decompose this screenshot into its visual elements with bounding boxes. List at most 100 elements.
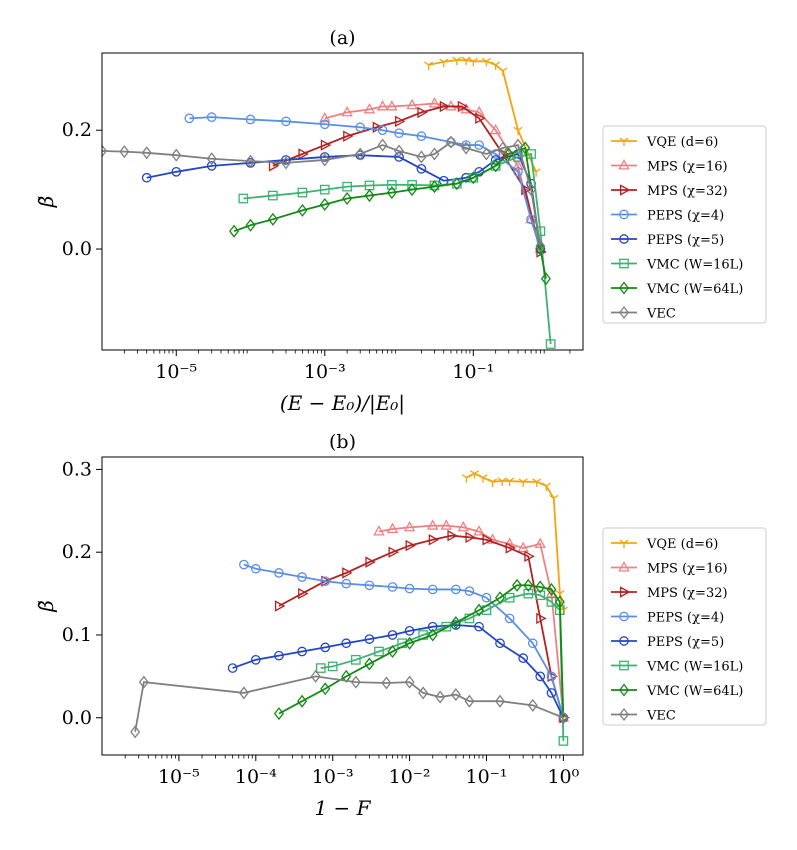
- data-point: [546, 688, 557, 698]
- data-point: [461, 56, 471, 66]
- legend-swatch-marker: [618, 281, 630, 295]
- data-point: [274, 650, 284, 661]
- series-vmc-w-64l-: [273, 578, 569, 725]
- data-point: [468, 171, 479, 185]
- data-point: [319, 152, 330, 162]
- data-point: [464, 586, 475, 596]
- series-mps-16-: [373, 519, 570, 722]
- data-point: [268, 160, 280, 172]
- data-point: [474, 140, 485, 150]
- data-point: [495, 638, 505, 649]
- data-point: [450, 616, 461, 630]
- x-axis-label: (E − E₀)/|E₀|: [280, 391, 405, 416]
- data-point: [478, 474, 488, 483]
- x-tick-label: 10⁻¹: [452, 361, 494, 383]
- data-point: [523, 588, 534, 599]
- data-point: [461, 474, 472, 483]
- data-point: [377, 138, 388, 152]
- series-mps-32-: [268, 100, 547, 258]
- data-point: [350, 675, 361, 689]
- data-point: [525, 212, 537, 224]
- legend-swatch-marker: [619, 258, 629, 269]
- data-point: [526, 183, 537, 197]
- plot-frame: [101, 456, 584, 756]
- data-point: [418, 686, 429, 700]
- legend-entry: PEPS (χ=5): [611, 233, 724, 248]
- data-point: [428, 534, 440, 546]
- data-point: [320, 139, 332, 151]
- data-point: [535, 580, 546, 594]
- data-point: [427, 519, 439, 530]
- legend-entry: MPS (χ=32): [611, 586, 728, 601]
- x-tick-label: 10⁻³: [312, 766, 354, 788]
- data-point: [404, 675, 415, 689]
- legend-entry: MPS (χ=16): [611, 561, 728, 577]
- data-point: [524, 550, 535, 563]
- data-point: [489, 123, 502, 135]
- data-point: [184, 113, 195, 124]
- data-point: [395, 115, 406, 128]
- data-point: [377, 125, 388, 136]
- legend-swatch-marker: [618, 561, 630, 572]
- data-point: [491, 61, 501, 70]
- legend-swatch-marker: [619, 611, 629, 622]
- data-point: [227, 663, 238, 673]
- x-axis-label: 1 − F: [314, 796, 371, 820]
- data-point: [297, 646, 307, 657]
- data-point: [457, 520, 470, 532]
- data-point: [541, 482, 551, 492]
- legend-swatch-marker: [618, 305, 630, 320]
- y-tick-label: 0.2: [62, 541, 92, 563]
- legend-swatch-marker: [619, 209, 629, 220]
- data-point: [298, 148, 309, 160]
- y-tick-label: 0.1: [62, 624, 92, 646]
- panel-title: (b): [329, 431, 356, 453]
- panel-a: (a) 10⁻⁵ 10⁻³ 10⁻¹ 0.0 0.2 (E − E₀)/|E₀| β̃ VQE …: [34, 27, 767, 416]
- data-point: [102, 144, 108, 158]
- data-point: [534, 537, 546, 548]
- data-point: [394, 144, 405, 158]
- data-point: [497, 141, 508, 155]
- data-point: [374, 646, 384, 657]
- legend-label: VMC (W=64L): [646, 282, 743, 297]
- data-point: [429, 147, 440, 161]
- data-point: [386, 100, 398, 111]
- data-point: [171, 148, 182, 162]
- data-point: [355, 122, 366, 133]
- data-point: [439, 58, 449, 67]
- legend-label: VQE (d=6): [646, 537, 718, 552]
- data-point: [468, 57, 478, 67]
- data-point: [405, 539, 416, 552]
- data-point: [441, 621, 452, 632]
- legend-entry: VQE (d=6): [611, 537, 718, 552]
- data-point: [439, 100, 451, 113]
- y-tick-label: 0.0: [62, 707, 92, 729]
- data-point: [341, 638, 352, 649]
- series-vmc-w-16l-: [238, 149, 556, 349]
- data-point: [490, 155, 501, 165]
- data-point: [404, 583, 415, 594]
- data-point: [319, 119, 330, 130]
- data-point: [297, 572, 307, 582]
- data-point: [518, 653, 529, 664]
- data-point: [535, 239, 546, 253]
- data-point: [267, 212, 278, 226]
- data-point: [481, 592, 492, 603]
- data-point: [206, 152, 217, 166]
- legend-entry: VQE (d=6): [611, 135, 718, 150]
- x-tick-label: 10⁻⁴: [235, 766, 277, 788]
- data-point: [452, 56, 462, 66]
- data-point: [141, 172, 152, 183]
- data-point: [521, 183, 532, 196]
- data-point: [387, 582, 398, 592]
- data-point: [239, 559, 249, 570]
- legend-entry: VEC: [611, 707, 676, 724]
- data-point: [310, 669, 321, 683]
- data-point: [386, 522, 399, 534]
- legend: VQE (d=6) MPS (χ=16) MPS (χ=32) PEPS (χ=4) P…: [602, 125, 767, 324]
- data-point: [513, 166, 523, 177]
- data-point: [558, 736, 569, 746]
- data-point: [503, 147, 514, 161]
- y-axis-label: β̃: [34, 196, 58, 209]
